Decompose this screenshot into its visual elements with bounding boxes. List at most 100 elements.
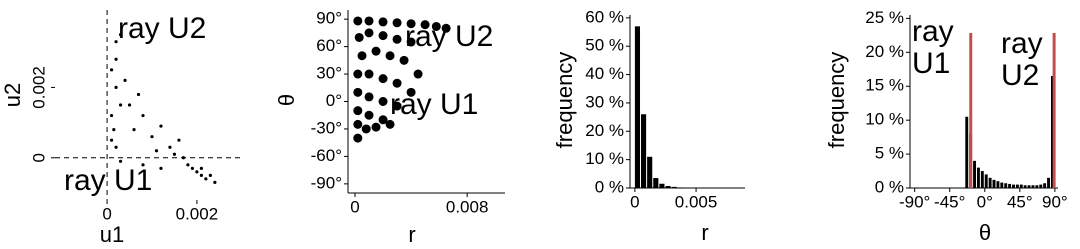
y-tick-label: 25 %	[865, 8, 904, 27]
point	[353, 133, 363, 143]
annotation: U1	[912, 47, 950, 80]
point	[141, 113, 145, 118]
y-tick-label: 50 %	[585, 36, 624, 55]
point	[353, 119, 363, 129]
point	[353, 16, 363, 26]
point	[406, 19, 416, 29]
bar	[1039, 184, 1043, 188]
point	[195, 170, 199, 174]
bar	[1008, 183, 1012, 188]
y-tick-label: 10 %	[585, 149, 624, 168]
point	[353, 106, 363, 116]
annotation: ray	[912, 15, 954, 48]
bar	[1043, 183, 1047, 188]
annotation: ray U2	[405, 20, 493, 53]
bar	[1019, 184, 1023, 188]
point	[371, 122, 381, 132]
x-tick-label: 0°	[977, 192, 993, 211]
x-tick-label: -90°	[899, 192, 930, 211]
point	[204, 177, 208, 181]
y-tick-label: 0.002	[29, 66, 48, 109]
x-tick-label: -45°	[934, 192, 965, 211]
y-tick-label: 0	[29, 153, 48, 162]
x-tick-label: 0.008	[446, 197, 489, 216]
bar	[1035, 185, 1039, 188]
bar	[976, 167, 980, 188]
point	[118, 159, 123, 163]
y-tick-label: 0 %	[875, 177, 904, 196]
point	[136, 92, 141, 97]
y-tick-label: -90°	[311, 173, 342, 192]
bar	[980, 171, 984, 188]
y-tick-label: -30°	[311, 118, 342, 137]
point	[364, 28, 374, 38]
point	[114, 57, 118, 61]
point	[385, 119, 395, 129]
y-tick-label: 15 %	[865, 76, 904, 95]
bar	[1050, 76, 1054, 188]
y-tick-label: 5 %	[875, 144, 904, 163]
x-tick-label: 0	[350, 197, 359, 216]
point	[168, 145, 172, 149]
point	[199, 173, 203, 177]
x-axis-label: u1	[100, 222, 124, 247]
point	[159, 124, 163, 128]
annotation: ray U2	[118, 12, 206, 45]
x-axis-label: θ	[979, 220, 991, 245]
annotation: ray U1	[64, 164, 152, 197]
annotation: ray U1	[390, 88, 478, 121]
point	[186, 163, 190, 167]
y-tick-label: 60°	[316, 36, 342, 55]
y-axis-label: frequency	[552, 52, 577, 149]
y-tick-label: 0°	[326, 91, 342, 110]
point	[353, 69, 363, 79]
bar	[641, 114, 647, 188]
point	[420, 20, 430, 30]
point	[406, 87, 416, 97]
bar	[988, 177, 992, 188]
x-tick-label: 45°	[1007, 192, 1033, 211]
point	[378, 97, 388, 106]
bar	[1031, 185, 1035, 188]
point	[371, 46, 381, 56]
x-axis-label: r	[408, 222, 415, 247]
bar	[1047, 177, 1050, 188]
y-axis-label: frequency	[824, 52, 849, 149]
point	[364, 92, 374, 102]
y-tick-label: 30 %	[585, 92, 624, 111]
point	[109, 138, 114, 142]
y-tick-label: -60°	[311, 146, 342, 165]
point	[364, 110, 374, 120]
y-tick-label: 10 %	[865, 110, 904, 129]
bar	[984, 174, 988, 188]
bar	[1012, 184, 1015, 188]
point	[118, 103, 123, 107]
point	[181, 156, 186, 160]
point	[150, 135, 154, 139]
point	[199, 166, 203, 170]
point	[190, 166, 195, 170]
point	[159, 166, 163, 170]
point	[361, 124, 371, 134]
bar	[996, 181, 1000, 188]
point	[378, 17, 388, 27]
x-tick-label: 0.005	[675, 192, 718, 211]
bar	[1023, 185, 1027, 188]
point	[154, 149, 159, 153]
x-axis-label: r	[701, 220, 708, 245]
y-tick-label: 40 %	[585, 64, 624, 83]
point	[441, 23, 451, 33]
point	[114, 145, 118, 149]
y-tick-label: 60 %	[585, 7, 624, 26]
point	[431, 21, 441, 31]
point	[378, 74, 388, 84]
y-tick-label: 0 %	[595, 177, 624, 196]
point	[109, 68, 114, 72]
annotation: U2	[1001, 59, 1039, 92]
point	[114, 85, 118, 90]
point	[378, 31, 388, 41]
point	[118, 33, 123, 37]
point	[213, 180, 217, 185]
bar	[671, 186, 677, 188]
